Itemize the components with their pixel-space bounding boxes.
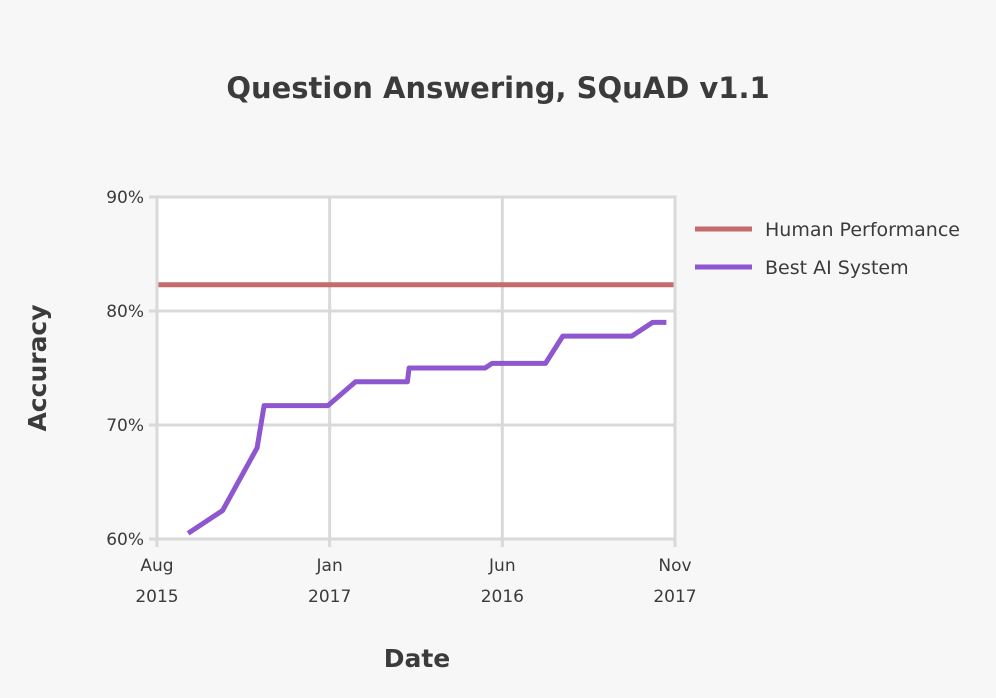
y-tick-label: 80% xyxy=(106,302,144,322)
x-tick-label-year: 2016 xyxy=(481,587,524,607)
legend: Human Performance Best AI System xyxy=(695,219,960,279)
x-tick-label-month: Aug xyxy=(140,556,173,576)
legend-label: Human Performance xyxy=(765,219,960,241)
x-tick-label-month: Jun xyxy=(488,556,516,576)
y-tick-label: 60% xyxy=(106,530,144,550)
series-line-best-ai-system xyxy=(186,319,667,536)
x-tick-label-year: 2015 xyxy=(135,587,178,607)
x-tick-label-year: 2017 xyxy=(653,587,696,607)
series-layer xyxy=(157,282,675,536)
y-tick-label: 70% xyxy=(106,416,144,436)
y-tick-label: 90% xyxy=(106,188,144,208)
plot-frame xyxy=(155,195,677,541)
x-tick-label-month: Nov xyxy=(658,556,691,576)
x-tick-label-month: Jan xyxy=(316,556,343,576)
chart-title: Question Answering, SQuAD v1.1 xyxy=(226,71,769,105)
legend-label: Best AI System xyxy=(765,257,909,279)
y-axis: 60% 70% 80% 90% xyxy=(106,188,157,550)
y-axis-title: Accuracy xyxy=(23,304,52,431)
x-axis-title: Date xyxy=(384,644,451,673)
x-tick-label-year: 2017 xyxy=(308,587,351,607)
x-axis: Aug 2015 Jan 2017 Jun 2016 Nov 2017 xyxy=(135,539,697,607)
